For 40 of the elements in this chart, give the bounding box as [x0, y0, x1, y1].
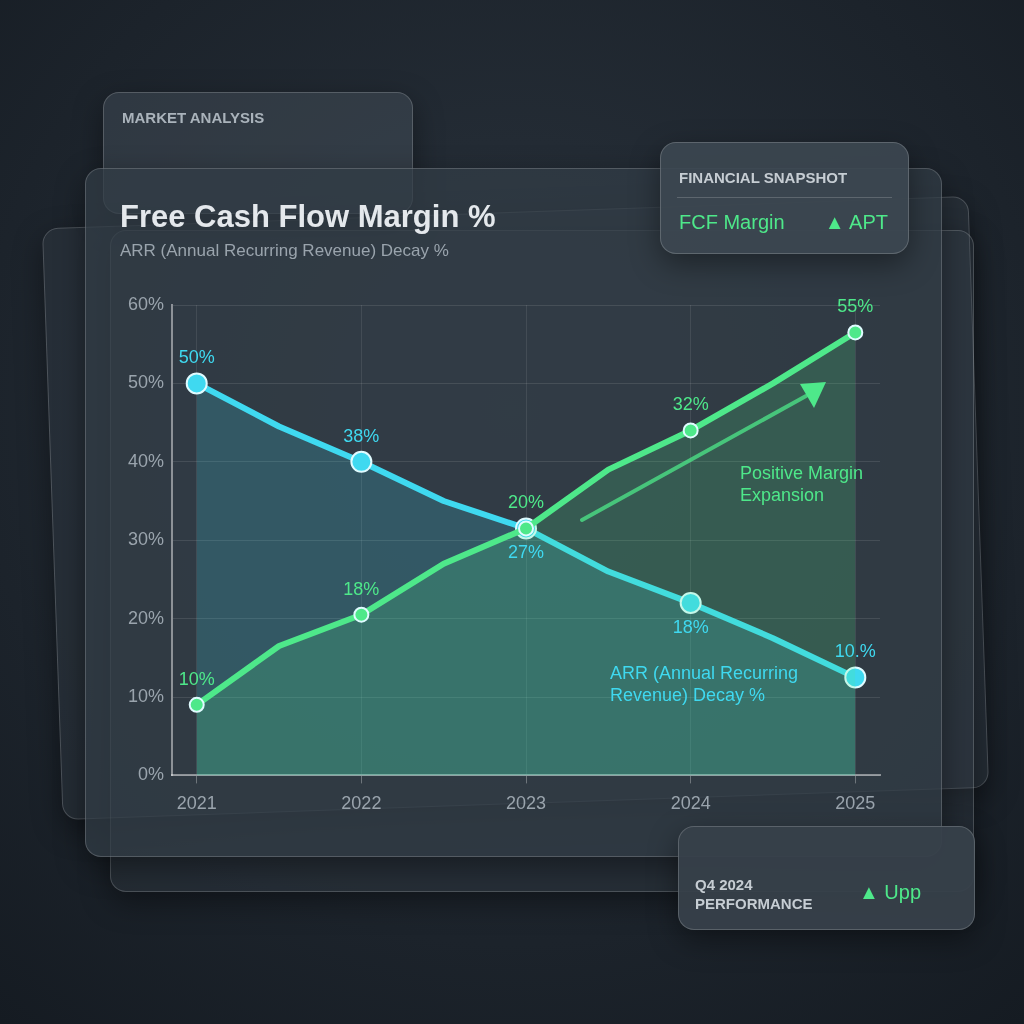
annotation: 27% — [508, 542, 545, 563]
y-tick-label: 10% — [128, 685, 165, 706]
point — [682, 422, 699, 439]
annotation: 32% — [672, 394, 709, 415]
annotation: 10.% — [834, 641, 876, 662]
chart-title: Free Cash Flow Margin % — [120, 199, 496, 235]
text: Q4 2024 PERFORMANCE — [695, 875, 814, 913]
point — [679, 591, 702, 614]
y-tick-label: 60% — [128, 293, 165, 314]
x-tick-label: 2023 — [505, 793, 547, 814]
annotation: 55% — [837, 296, 874, 317]
annotation: 50% — [178, 347, 215, 368]
point — [188, 696, 205, 713]
y-tick-label: 40% — [128, 450, 165, 471]
y-tick-label: 30% — [128, 529, 165, 550]
annotation: 18% — [672, 616, 709, 637]
y-tick-label: 0% — [138, 764, 165, 785]
annotation: Positive Margin Expansion — [740, 462, 864, 505]
annotation: 10% — [178, 668, 215, 689]
text: ▲ APT — [824, 211, 888, 234]
y-tick-label: 20% — [128, 607, 165, 628]
x-tick-label: 2024 — [670, 793, 711, 814]
point — [844, 666, 867, 689]
point — [185, 372, 208, 395]
y-tick-label: 50% — [128, 372, 165, 393]
x-tick-label: 2022 — [341, 793, 382, 814]
annotation: 38% — [343, 425, 380, 446]
point — [353, 606, 370, 623]
text: MARKET ANALYSIS — [122, 109, 265, 126]
text: ▲ Upp — [859, 881, 922, 904]
annotation: 18% — [343, 578, 380, 599]
series-label: ARR (Annual Recurring Revenue) Decay % — [610, 663, 799, 706]
point — [847, 324, 864, 341]
text: FCF Margin — [679, 211, 785, 234]
point — [350, 450, 373, 473]
text: FINANCIAL SNAPSHOT — [679, 169, 848, 186]
x-tick-label: 2025 — [835, 793, 876, 814]
chart-subtitle: ARR (Annual Recurring Revenue) Decay % — [120, 241, 449, 261]
x-tick-label: 2021 — [176, 793, 217, 814]
annotation: 20% — [508, 492, 545, 513]
